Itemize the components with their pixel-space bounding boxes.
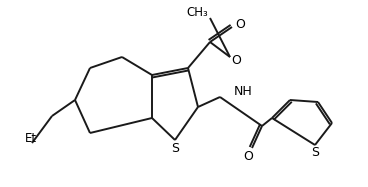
Text: S: S	[171, 142, 179, 154]
Text: Et: Et	[25, 131, 37, 145]
Text: O: O	[243, 151, 253, 163]
Text: CH₃: CH₃	[186, 5, 208, 19]
Text: S: S	[311, 146, 319, 160]
Text: NH: NH	[234, 85, 252, 97]
Text: O: O	[231, 53, 241, 67]
Text: O: O	[235, 18, 245, 30]
